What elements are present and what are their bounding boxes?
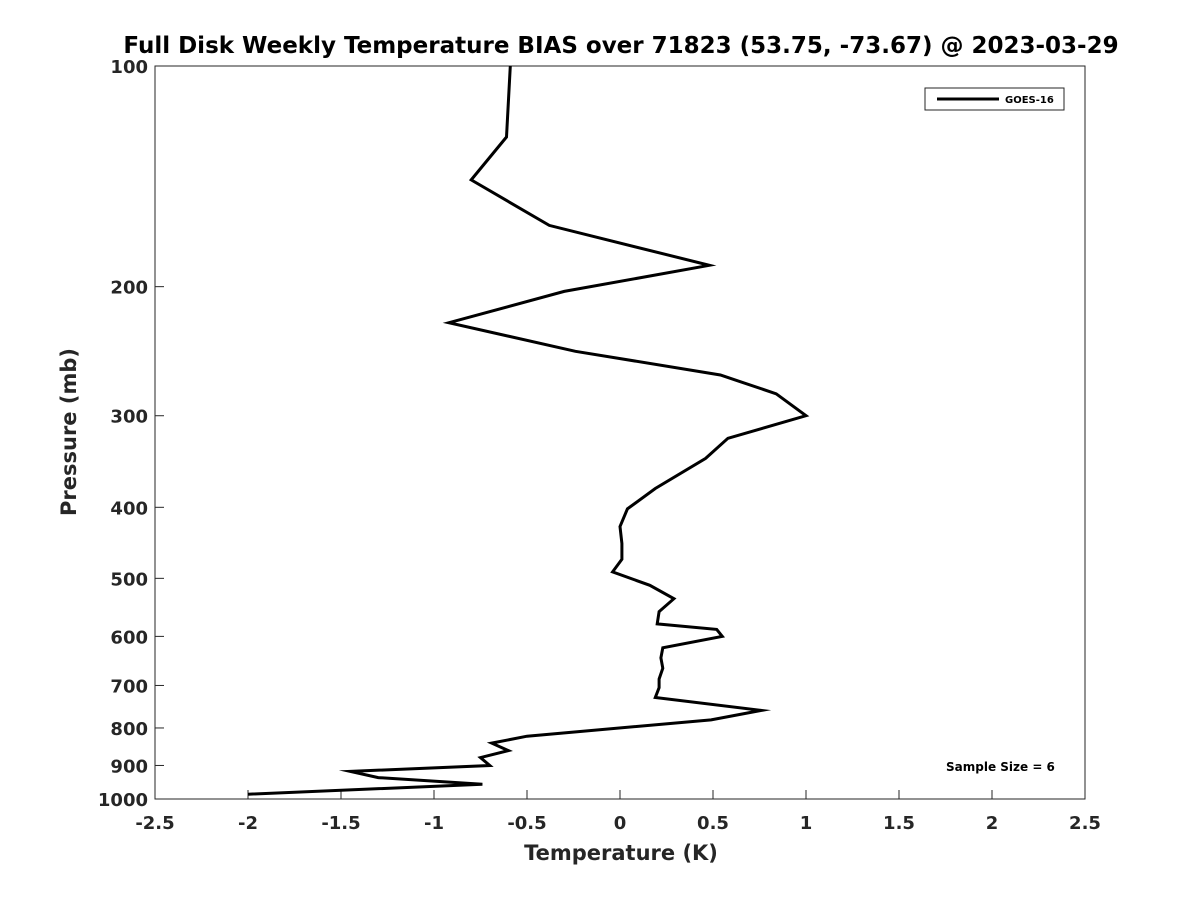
x-tick-label-7: 1 — [800, 813, 813, 834]
y-tick-label-6: 700 — [110, 676, 148, 697]
x-tick-label-9: 2 — [986, 813, 999, 834]
x-tick-label-4: -0.5 — [507, 813, 546, 834]
x-tick-label-1: -2 — [238, 813, 258, 834]
y-tick-label-5: 600 — [110, 627, 148, 648]
x-tick-label-3: -1 — [424, 813, 444, 834]
series-line-goes-16 — [247, 65, 810, 796]
sample-size-annotation: Sample Size = 6 — [946, 760, 1055, 774]
series-layer — [247, 65, 810, 796]
x-tick-label-10: 2.5 — [1069, 813, 1101, 834]
legend: GOES-16 — [924, 87, 1065, 111]
x-tick-label-6: 0.5 — [697, 813, 729, 834]
y-tick-label-3: 400 — [110, 498, 148, 519]
y-tick-label-7: 800 — [110, 719, 148, 740]
x-tick-label-8: 1.5 — [883, 813, 915, 834]
x-tick-label-2: -1.5 — [321, 813, 360, 834]
y-axis: 100 200 300 400 500 600 700 800 900 1000 — [98, 57, 164, 811]
y-tick-label-2: 300 — [110, 407, 148, 428]
y-tick-label-4: 500 — [110, 569, 148, 590]
y-tick-label-9: 1000 — [98, 790, 148, 811]
x-tick-label-0: -2.5 — [135, 813, 174, 834]
x-tick-label-5: 0 — [614, 813, 627, 834]
x-axis: -2.5 -2 -1.5 -1 -0.5 0 0.5 1 1.5 2 2.5 — [135, 790, 1101, 834]
y-axis-label: Pressure (mb) — [57, 348, 81, 516]
y-tick-label-0: 100 — [110, 57, 148, 78]
y-tick-label-8: 900 — [110, 756, 148, 777]
x-axis-label: Temperature (K) — [524, 841, 718, 865]
chart-title: Full Disk Weekly Temperature BIAS over 7… — [123, 33, 1118, 59]
y-tick-label-1: 200 — [110, 278, 148, 299]
legend-label-goes-16: GOES-16 — [1005, 95, 1054, 106]
